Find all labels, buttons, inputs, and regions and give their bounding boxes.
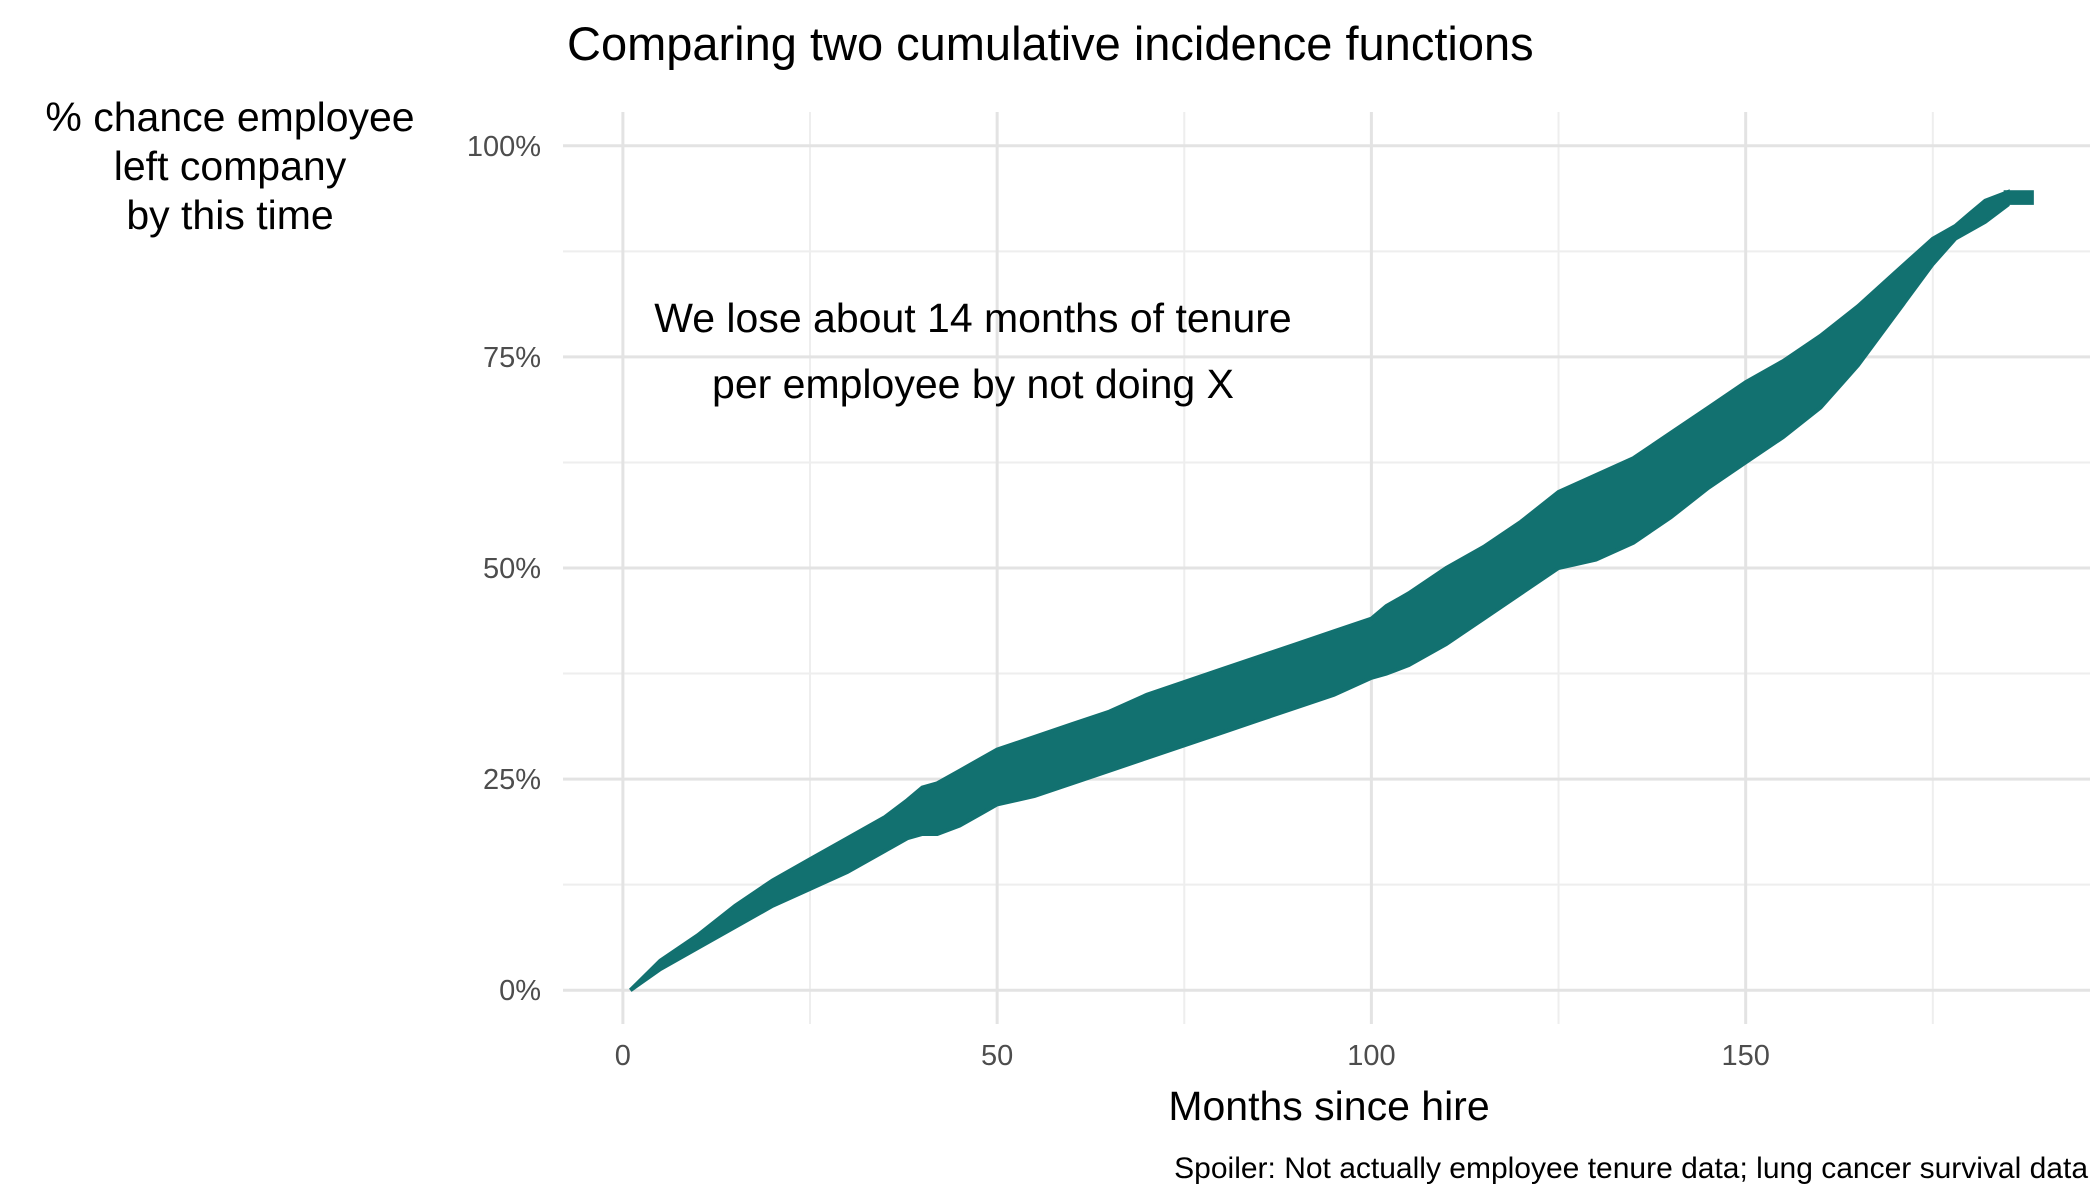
y-tick-label: 100% (467, 131, 541, 163)
y-tick-label: 75% (483, 342, 541, 374)
chart-annotation: We lose about 14 months of tenure per emp… (654, 295, 1291, 407)
y-axis-title-line: by this time (126, 192, 333, 238)
x-tick-label: 150 (1721, 1040, 1769, 1072)
y-tick-label: 25% (483, 764, 541, 796)
ribbon-layer (628, 189, 2034, 992)
x-axis-title: Months since hire (1168, 1083, 1489, 1129)
chart-caption: Spoiler: Not actually employee tenure da… (1174, 1152, 2088, 1185)
y-axis-title-line: % chance employee (45, 94, 414, 140)
annotation-line: We lose about 14 months of tenure (654, 295, 1291, 341)
x-tick-label: 50 (981, 1040, 1013, 1072)
chart-title: Comparing two cumulative incidence funct… (567, 17, 1534, 70)
y-axis-title: % chance employee left company by this tim… (45, 94, 414, 238)
y-tick-label: 50% (483, 553, 541, 585)
y-ticks: 0% 25% 50% 75% 100% (467, 131, 541, 1007)
x-tick-label: 0 (615, 1040, 631, 1072)
annotation-line: per employee by not doing X (712, 361, 1234, 407)
y-axis-title-line: left company (114, 143, 347, 189)
y-tick-label: 0% (499, 975, 541, 1007)
x-tick-label: 100 (1347, 1040, 1395, 1072)
x-ticks: 0 50 100 150 (615, 1040, 1770, 1072)
incidence-ribbon-end (2003, 190, 2034, 205)
